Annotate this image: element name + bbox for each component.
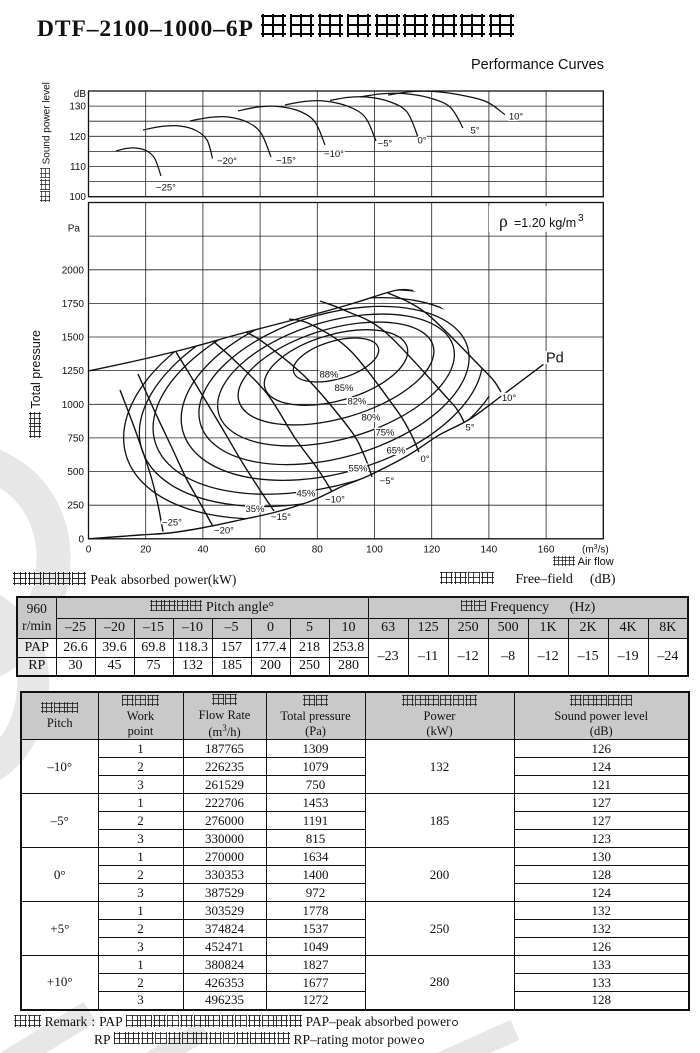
svg-text:750: 750 — [67, 434, 84, 445]
svg-text:1000: 1000 — [62, 400, 85, 411]
svg-text:=1.20 kg/m: =1.20 kg/m — [514, 216, 576, 230]
svg-text:35%: 35% — [245, 504, 265, 515]
svg-text:−20°: −20° — [214, 525, 234, 536]
svg-text:−20°: −20° — [217, 156, 237, 167]
svg-text:−15°: −15° — [276, 156, 296, 167]
svg-text:55%: 55% — [348, 463, 368, 474]
svg-text:80: 80 — [312, 545, 324, 556]
svg-text:0: 0 — [86, 545, 92, 556]
svg-text:0°: 0° — [420, 454, 429, 465]
svg-text:Pa: Pa — [68, 224, 81, 235]
svg-text:−25°: −25° — [156, 183, 176, 194]
svg-text:65%: 65% — [386, 445, 406, 456]
svg-text:5°: 5° — [470, 126, 479, 137]
svg-text:Pd: Pd — [546, 351, 564, 367]
svg-text:82%: 82% — [347, 396, 367, 407]
svg-text:1500: 1500 — [62, 333, 85, 344]
svg-text:−10°: −10° — [324, 149, 344, 160]
svg-text:(m3/s): (m3/s) — [582, 544, 609, 556]
svg-text:130: 130 — [69, 102, 86, 113]
svg-text:−10°: −10° — [325, 494, 345, 505]
svg-text:1750: 1750 — [62, 299, 85, 310]
svg-text:ρ: ρ — [499, 211, 508, 231]
svg-text:−25°: −25° — [162, 517, 182, 528]
svg-text:0: 0 — [78, 534, 84, 545]
svg-text:80%: 80% — [361, 412, 381, 423]
svg-text:−5°: −5° — [380, 476, 395, 487]
svg-text:75%: 75% — [375, 427, 395, 438]
svg-text:120: 120 — [69, 132, 86, 143]
svg-text:60: 60 — [255, 545, 267, 556]
svg-text:5°: 5° — [465, 422, 474, 433]
svg-text:85%: 85% — [334, 383, 354, 394]
svg-text:0°: 0° — [417, 136, 426, 147]
svg-text:160: 160 — [538, 545, 555, 556]
svg-text:100: 100 — [366, 545, 383, 556]
svg-text:40: 40 — [197, 545, 209, 556]
svg-text:45%: 45% — [296, 488, 316, 499]
svg-text:2000: 2000 — [62, 265, 85, 276]
svg-text:20: 20 — [140, 545, 152, 556]
svg-text:10°: 10° — [502, 393, 517, 404]
svg-text:110: 110 — [70, 162, 86, 173]
svg-text:10°: 10° — [509, 112, 524, 123]
svg-text:dB: dB — [74, 89, 87, 100]
svg-text:120: 120 — [423, 545, 440, 556]
svg-text:88%: 88% — [319, 369, 339, 380]
svg-text:−5°: −5° — [378, 139, 393, 150]
svg-text:−15°: −15° — [271, 512, 291, 523]
svg-text:100: 100 — [69, 192, 86, 203]
svg-text:3: 3 — [578, 213, 584, 224]
svg-text:140: 140 — [481, 545, 498, 556]
svg-text:1250: 1250 — [62, 366, 85, 377]
svg-text:250: 250 — [67, 501, 84, 512]
svg-text:500: 500 — [67, 467, 84, 478]
